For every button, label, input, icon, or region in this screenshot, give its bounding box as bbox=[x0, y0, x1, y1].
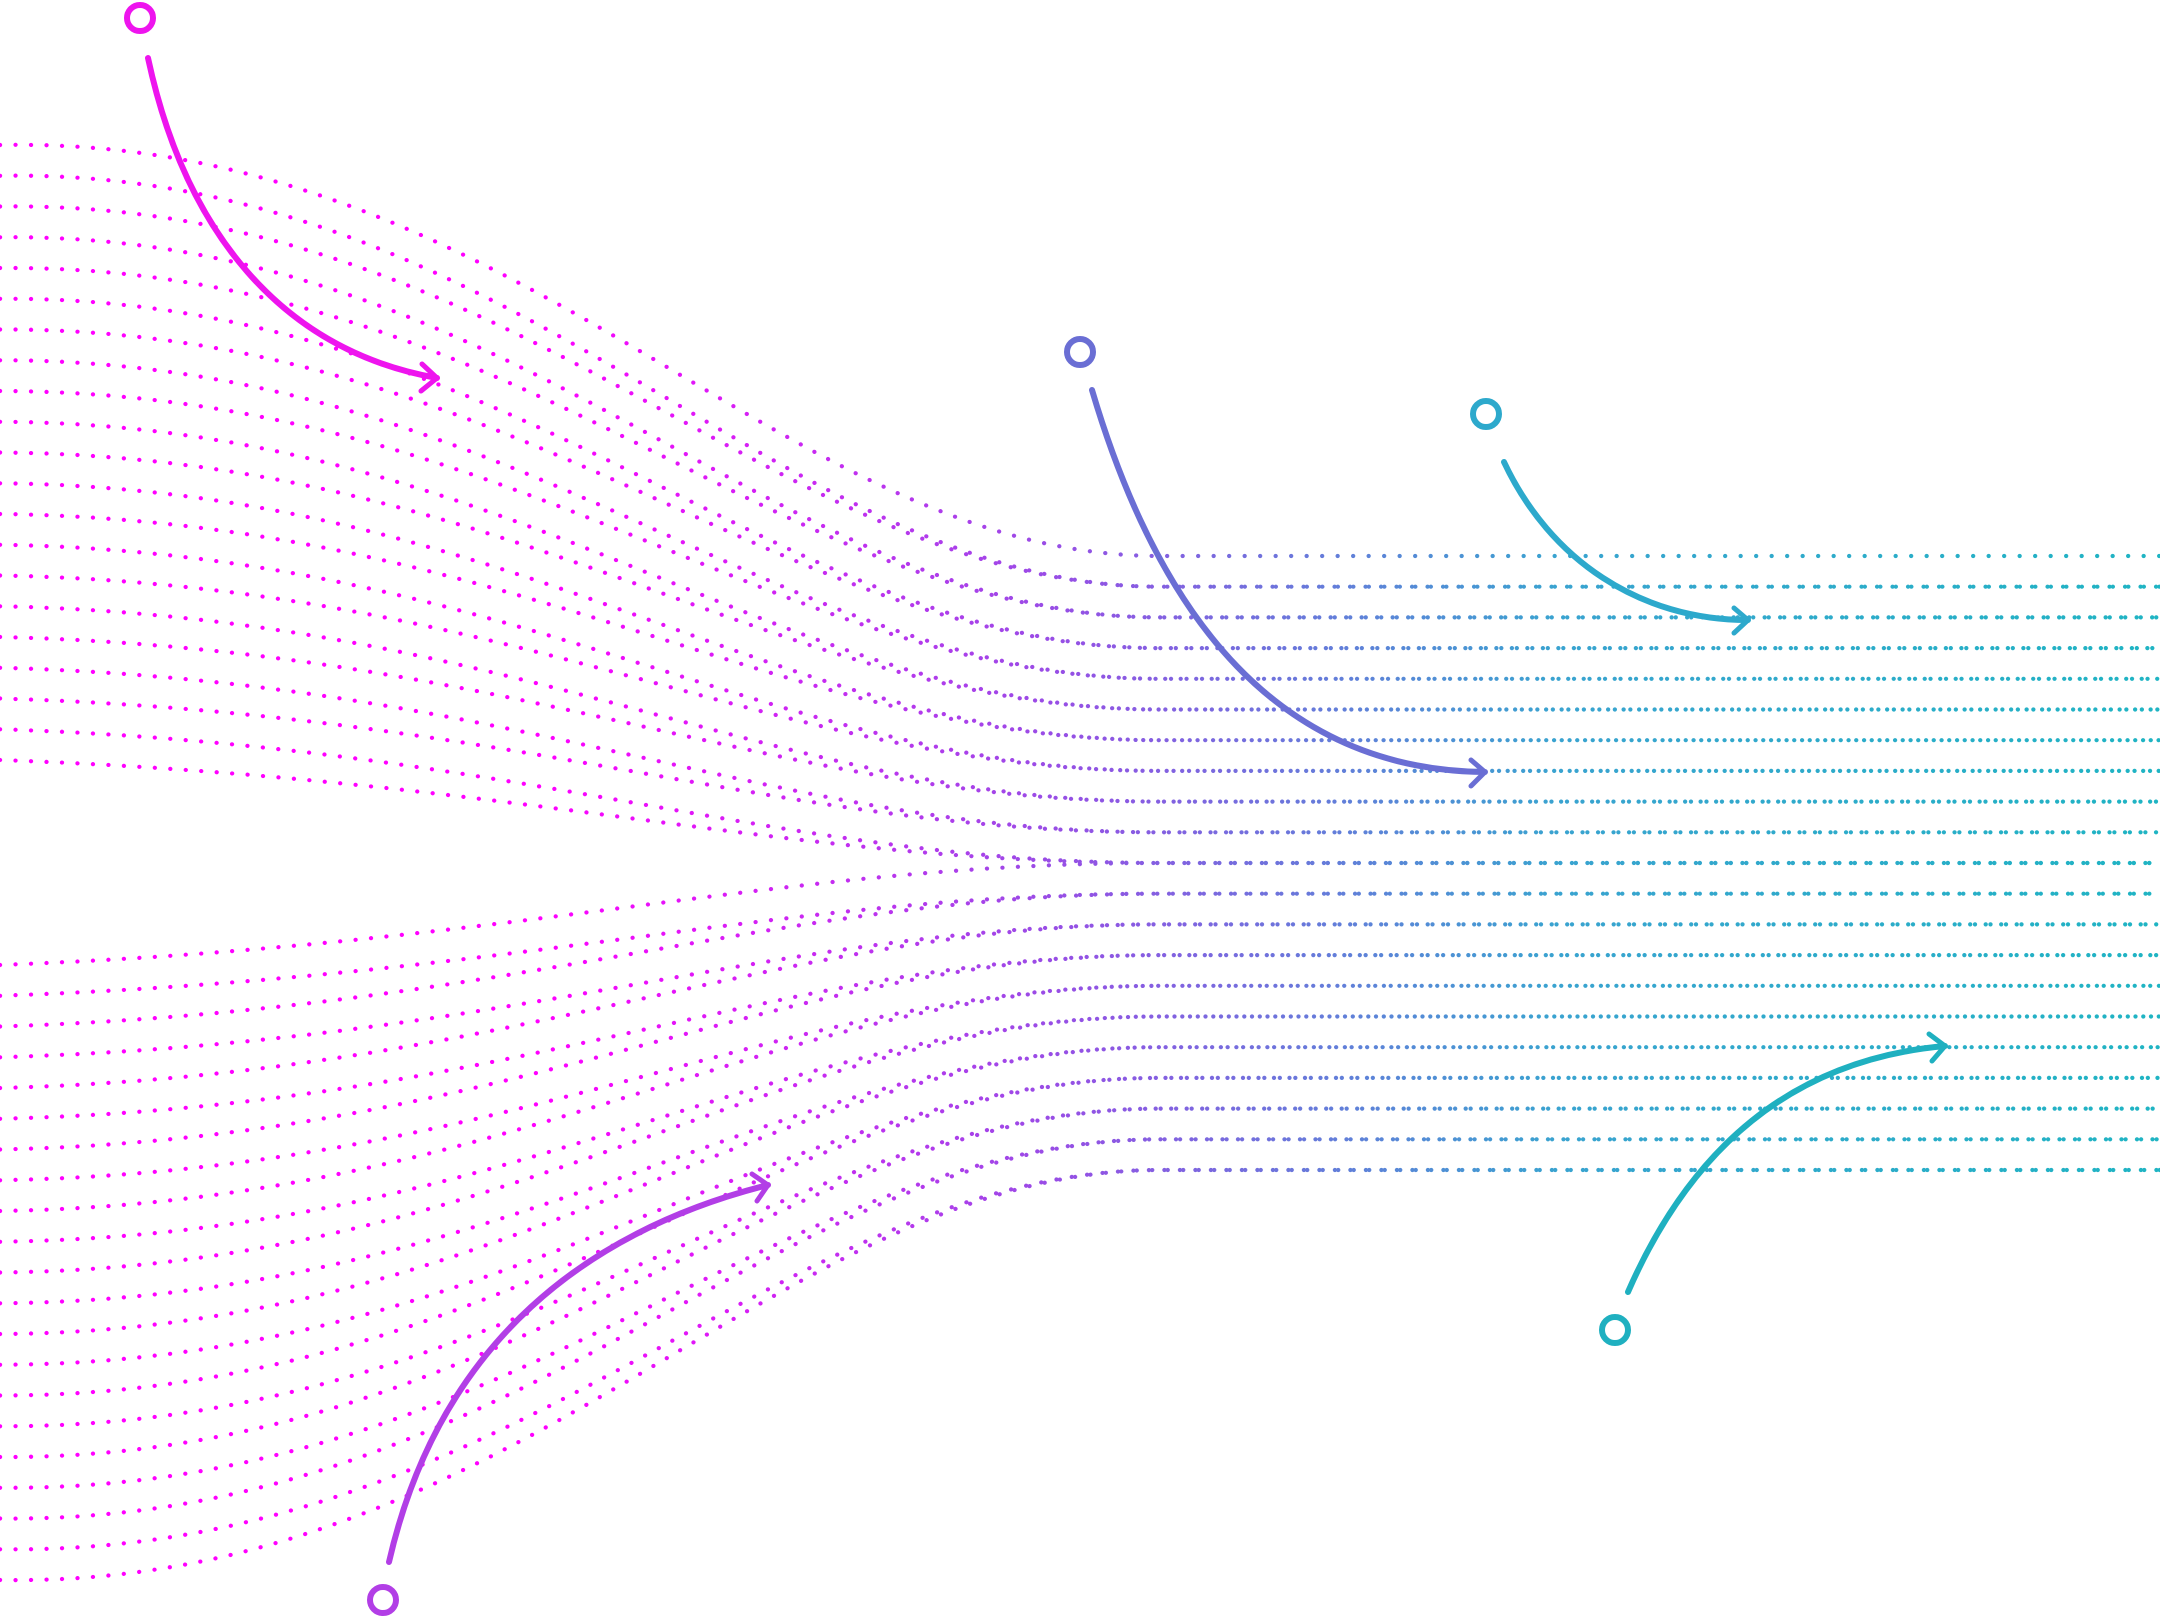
upper-streamline bbox=[0, 265, 2160, 620]
lower-streamline bbox=[0, 922, 2160, 1091]
lower-streamline bbox=[0, 1075, 2160, 1367]
lower-streamline bbox=[0, 983, 2160, 1214]
lower-streamline bbox=[0, 1167, 2160, 1583]
lower-streamline bbox=[0, 891, 2160, 1029]
lower-streamline bbox=[0, 922, 2160, 1060]
arrowhead-icon bbox=[1926, 1031, 1948, 1064]
upper-streamline bbox=[0, 296, 2160, 651]
upper-streamline bbox=[0, 604, 2160, 804]
lower-streamline bbox=[0, 1014, 2160, 1244]
upper-streamline bbox=[0, 481, 2160, 743]
circle-outline-icon bbox=[1064, 336, 1096, 368]
lower-streamline bbox=[0, 1045, 2160, 1306]
upper-streamline bbox=[0, 696, 2160, 835]
upper-streamline bbox=[0, 450, 2160, 712]
upper-streamline bbox=[0, 757, 2160, 866]
upper-streamline bbox=[0, 173, 2160, 589]
arrowhead-icon bbox=[1731, 605, 1751, 636]
arrowhead-icon bbox=[749, 1171, 771, 1204]
lower-streamline bbox=[0, 953, 2160, 1121]
upper-streamline bbox=[0, 235, 2160, 620]
annotation-arrow-bottom-left bbox=[367, 1171, 771, 1616]
circle-outline-icon bbox=[367, 1584, 399, 1616]
upper-streamline bbox=[0, 511, 2160, 743]
circle-outline-icon bbox=[1599, 1314, 1631, 1346]
upper-streamline bbox=[0, 727, 2160, 866]
lower-streamline bbox=[0, 860, 2160, 968]
upper-streamline bbox=[0, 419, 2160, 712]
arrowhead-icon bbox=[1468, 757, 1488, 789]
dotted-streamlines bbox=[0, 142, 2160, 1583]
lower-streamline bbox=[0, 1137, 2160, 1490]
annotation-arrow-middle bbox=[1064, 336, 1488, 789]
lower-streamline bbox=[0, 1075, 2160, 1398]
arrow-curve bbox=[1089, 387, 1488, 775]
upper-streamline bbox=[0, 358, 2160, 681]
lower-streamline bbox=[0, 1014, 2160, 1275]
lower-streamline bbox=[0, 1167, 2160, 1552]
arrowhead-icon bbox=[418, 361, 440, 394]
lower-streamline bbox=[0, 1106, 2160, 1460]
lower-streamline bbox=[0, 1137, 2160, 1521]
annotation-arrow-top-right bbox=[1470, 398, 1751, 636]
arrow-curve bbox=[145, 55, 440, 381]
upper-streamline bbox=[0, 388, 2160, 681]
annotation-arrow-bottom-right bbox=[1599, 1031, 1948, 1346]
upper-streamline bbox=[0, 327, 2160, 651]
upper-streamline bbox=[0, 142, 2160, 559]
arrow-curve bbox=[386, 1182, 771, 1565]
circle-outline-icon bbox=[124, 2, 156, 34]
upper-streamline bbox=[0, 542, 2160, 773]
annotation-arrows bbox=[124, 2, 1948, 1616]
arrow-curve bbox=[1625, 1043, 1948, 1295]
lower-streamline bbox=[0, 1045, 2160, 1337]
circle-outline-icon bbox=[1470, 398, 1502, 430]
arrow-curve bbox=[1501, 459, 1751, 623]
upper-streamline bbox=[0, 204, 2160, 589]
upper-streamline bbox=[0, 634, 2160, 804]
upper-streamline bbox=[0, 665, 2160, 835]
annotation-arrow-top-left bbox=[124, 2, 440, 394]
